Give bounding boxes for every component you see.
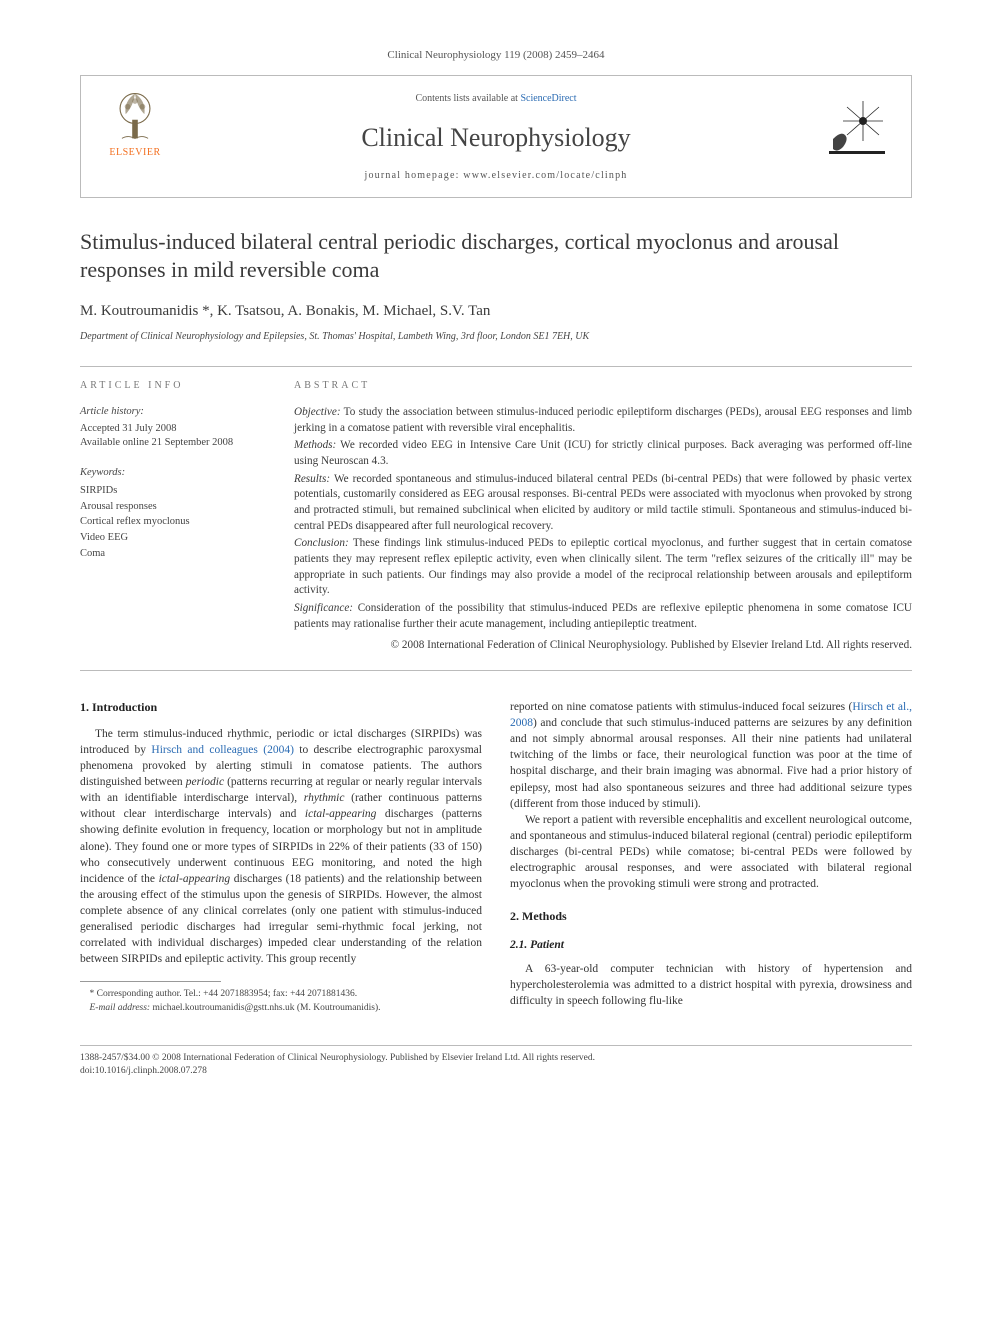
conclusion-label: Conclusion: bbox=[294, 537, 349, 549]
article-info-heading: ARTICLE INFO bbox=[80, 379, 270, 393]
sciencedirect-link[interactable]: ScienceDirect bbox=[520, 93, 576, 104]
elsevier-logo: ELSEVIER bbox=[99, 88, 171, 166]
results-label: Results: bbox=[294, 473, 330, 485]
accepted-date: Accepted 31 July 2008 bbox=[80, 422, 270, 437]
corresponding-author: * Corresponding author. Tel.: +44 207188… bbox=[80, 988, 482, 1001]
keyword: Coma bbox=[80, 546, 270, 562]
journal-title: Clinical Neurophysiology bbox=[171, 120, 821, 156]
intro-text: We report a patient with reversible ence… bbox=[510, 812, 912, 892]
elsevier-label: ELSEVIER bbox=[109, 146, 160, 160]
email-label: E-mail address: bbox=[90, 1003, 151, 1013]
significance-text: Consideration of the possibility that st… bbox=[294, 602, 912, 630]
footer-doi: doi:10.1016/j.clinph.2008.07.278 bbox=[80, 1065, 912, 1078]
affiliation: Department of Clinical Neurophysiology a… bbox=[80, 330, 912, 344]
patient-heading: 2.1. Patient bbox=[510, 937, 912, 953]
abstract: ABSTRACT Objective: To study the associa… bbox=[294, 379, 912, 656]
email-tail: (M. Koutroumanidis). bbox=[294, 1003, 380, 1013]
methods-text: We recorded video EEG in Intensive Care … bbox=[294, 439, 912, 467]
intro-heading: 1. Introduction bbox=[80, 699, 482, 716]
abstract-copyright: © 2008 International Federation of Clini… bbox=[294, 638, 912, 654]
intro-em: ictal-appearing bbox=[159, 873, 231, 885]
keyword: Cortical reflex myoclonus bbox=[80, 514, 270, 530]
significance-label: Significance: bbox=[294, 602, 353, 614]
running-head: Clinical Neurophysiology 119 (2008) 2459… bbox=[80, 48, 912, 63]
conclusion-text: These findings link stimulus-induced PED… bbox=[294, 537, 912, 596]
intro-text: discharges (18 patients) and the relatio… bbox=[80, 873, 482, 965]
methods-label: Methods: bbox=[294, 439, 336, 451]
article-title: Stimulus-induced bilateral central perio… bbox=[80, 228, 912, 285]
intro-em: periodic bbox=[186, 776, 224, 788]
journal-homepage: journal homepage: www.elsevier.com/locat… bbox=[171, 169, 821, 183]
authors: M. Koutroumanidis *, K. Tsatsou, A. Bona… bbox=[80, 301, 912, 322]
journal-cover-icon bbox=[821, 88, 893, 166]
elsevier-tree-icon bbox=[107, 88, 163, 144]
footnote-separator bbox=[80, 981, 221, 982]
intro-text: ) and conclude that such stimulus-induce… bbox=[510, 717, 912, 809]
homepage-url: www.elsevier.com/locate/clinph bbox=[463, 170, 627, 181]
body-text: 1. Introduction The term stimulus-induce… bbox=[80, 699, 912, 1015]
history-head: Article history: bbox=[80, 405, 270, 420]
objective-text: To study the association between stimulu… bbox=[294, 406, 912, 434]
abstract-heading: ABSTRACT bbox=[294, 379, 912, 393]
citation-link[interactable]: Hirsch and colleagues (2004) bbox=[151, 744, 294, 756]
corresponding-email: E-mail address: michael.koutroumanidis@g… bbox=[80, 1002, 482, 1015]
online-date: Available online 21 September 2008 bbox=[80, 436, 270, 451]
intro-text: reported on nine comatose patients with … bbox=[510, 701, 852, 713]
methods-heading: 2. Methods bbox=[510, 908, 912, 925]
contents-available: Contents lists available at ScienceDirec… bbox=[171, 92, 821, 106]
objective-label: Objective: bbox=[294, 406, 341, 418]
footer-copyright: 1388-2457/$34.00 © 2008 International Fe… bbox=[80, 1052, 912, 1065]
article-info: ARTICLE INFO Article history: Accepted 3… bbox=[80, 379, 270, 656]
contents-prefix: Contents lists available at bbox=[415, 93, 520, 104]
journal-header: ELSEVIER Contents lists available at Sci… bbox=[80, 75, 912, 197]
keyword: SIRPIDs bbox=[80, 483, 270, 499]
intro-em: ictal-appearing bbox=[305, 808, 377, 820]
email-value: michael.koutroumanidis@gstt.nhs.uk bbox=[150, 1003, 294, 1013]
results-text: We recorded spontaneous and stimulus-ind… bbox=[294, 473, 912, 532]
keyword: Arousal responses bbox=[80, 499, 270, 515]
homepage-prefix: journal homepage: bbox=[364, 170, 463, 181]
page-footer: 1388-2457/$34.00 © 2008 International Fe… bbox=[80, 1045, 912, 1079]
intro-em: rhythmic bbox=[304, 792, 345, 804]
keyword: Video EEG bbox=[80, 530, 270, 546]
patient-text: A 63-year-old computer technician with h… bbox=[510, 961, 912, 1009]
keywords-head: Keywords: bbox=[80, 465, 270, 481]
